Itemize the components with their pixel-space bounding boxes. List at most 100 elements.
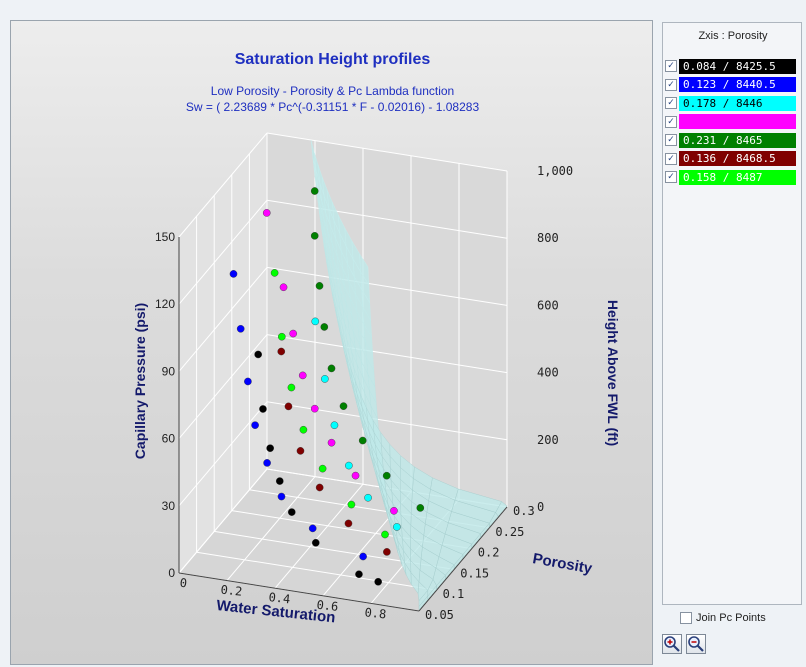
x-tick-label: 0 [179, 576, 188, 591]
z-tick-label: 0.05 [425, 608, 454, 622]
data-point [308, 524, 317, 533]
data-point [351, 471, 360, 480]
data-point [236, 325, 245, 333]
data-point [270, 269, 279, 277]
back-wall-gridline [266, 334, 508, 374]
legend-item-checkbox[interactable]: ✓ [665, 152, 677, 165]
floor-gridline [226, 476, 316, 581]
x-tick-label: 0.4 [268, 590, 291, 606]
data-point [320, 323, 329, 331]
z-axis-label: Porosity [531, 550, 594, 577]
data-point [284, 402, 293, 411]
x-tick-label: 0.2 [220, 583, 243, 599]
data-point [310, 232, 319, 240]
floor-gridline [274, 483, 364, 589]
left-wall-gridline [178, 468, 268, 574]
z-axis-line [418, 506, 508, 612]
join-pc-points-checkbox[interactable] [680, 612, 692, 624]
data-point [279, 283, 288, 292]
data-point [330, 421, 339, 430]
right-y-tick-label: 0 [537, 500, 544, 514]
back-wall-gridline [266, 266, 508, 306]
z-tick-label: 0.2 [478, 546, 500, 560]
data-point [382, 471, 391, 480]
data-point [315, 483, 324, 492]
data-point [318, 464, 327, 473]
surface-patch [310, 139, 317, 171]
legend-item-checkbox[interactable]: ✓ [665, 78, 677, 91]
legend-item[interactable]: ✓ 0.123 / 8440.5 [665, 76, 796, 95]
data-point [344, 519, 353, 528]
data-point [287, 383, 296, 392]
data-point [266, 444, 274, 452]
data-point [310, 187, 319, 195]
legend-item-label: 0.197 / 8446.5 [679, 114, 796, 130]
legend-item-label: 0.178 / 8446 [679, 95, 796, 111]
data-point [345, 461, 353, 470]
legend-item-checkbox[interactable]: ✓ [665, 97, 677, 110]
legend-item-checkbox[interactable]: ✓ [665, 134, 677, 147]
data-point [259, 405, 267, 413]
data-point [327, 364, 336, 373]
right-y-tick-label: 600 [537, 298, 559, 312]
data-point [321, 375, 329, 383]
left-wall-gridline [178, 132, 268, 238]
left-y-axis-label: Capillary Pressure (psi) [132, 303, 148, 459]
legend-list: ✓ 0.084 / 8425.5 ✓ 0.123 / 8440.5 ✓ 0.178 / 8… [665, 57, 796, 187]
zoom-in-icon [664, 636, 680, 652]
chart-formula: Sw = ( 2.23689 * Pc^(-0.31151 * F - 0.02… [185, 100, 480, 114]
z-tick-label: 0.1 [443, 587, 465, 601]
data-point [364, 493, 372, 502]
legend-item[interactable]: ✓ 0.231 / 8465 [665, 131, 796, 150]
legend-item[interactable]: ✓ 0.136 / 8468.5 [665, 150, 796, 169]
data-point [277, 347, 286, 356]
legend-item[interactable]: ✓ 0.084 / 8425.5 [665, 57, 796, 76]
left-y-tick-label: 150 [155, 230, 175, 244]
back-wall-gridline [266, 401, 508, 441]
zoom-in-button[interactable] [662, 634, 682, 654]
right-y-axis-label: Height Above FWL (ft) [605, 300, 621, 446]
left-wall-gridline [178, 401, 268, 507]
left-y-tick-label: 30 [162, 499, 176, 513]
data-point [355, 570, 363, 579]
z-tick-label: 0.15 [460, 566, 489, 580]
legend-item-checkbox[interactable]: ✓ [665, 171, 677, 184]
chart-title: Saturation Height profiles [234, 51, 431, 68]
saturation-height-3d-plot: 0 0.2 0.4 0.6 0.8 0 30 60 90 120 150 0.05 0.1 0.15 0.2… [132, 132, 621, 626]
data-point [311, 538, 320, 547]
legend-item-label: 0.123 / 8440.5 [679, 77, 796, 93]
data-point [327, 438, 336, 447]
legend-item[interactable]: ✓ 0.197 / 8446.5 [665, 113, 796, 132]
left-y-tick-label: 60 [162, 432, 176, 446]
right-y-tick-label: 200 [537, 433, 559, 447]
z-tick-label: 0.3 [513, 504, 535, 518]
left-y-tick-label: 0 [168, 566, 175, 580]
join-pc-points-label: Join Pc Points [696, 612, 766, 624]
data-point [275, 477, 284, 485]
chart-panel: 0 0.2 0.4 0.6 0.8 0 30 60 90 120 150 0.05 0.1 0.15 0.2… [10, 20, 653, 665]
x-axis-line [178, 572, 420, 612]
data-point [393, 523, 401, 531]
data-point [287, 508, 296, 516]
join-pc-points-option[interactable]: Join Pc Points [680, 612, 766, 624]
zoom-out-button[interactable] [686, 634, 706, 654]
data-point [374, 577, 382, 586]
data-point [339, 402, 348, 410]
data-point [278, 332, 286, 341]
data-point [263, 459, 271, 467]
data-point [289, 329, 297, 338]
legend-item[interactable]: ✓ 0.178 / 8446 [665, 94, 796, 113]
left-wall-gridline [178, 267, 268, 372]
data-point [416, 504, 425, 512]
legend-item-checkbox[interactable]: ✓ [665, 115, 677, 128]
legend-item-checkbox[interactable]: ✓ [665, 60, 677, 73]
data-point [383, 548, 391, 556]
left-wall-gridline [178, 334, 268, 439]
left-y-tick-label: 90 [162, 364, 176, 378]
floor-gridline [196, 551, 437, 591]
data-point [299, 425, 308, 434]
zoom-out-icon [688, 636, 704, 652]
data-point [229, 270, 238, 278]
x-tick-label: 0.6 [316, 598, 339, 614]
legend-item[interactable]: ✓ 0.158 / 8487 [665, 168, 796, 187]
